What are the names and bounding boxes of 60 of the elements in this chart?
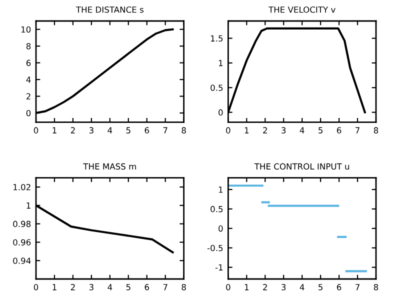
chart-title: THE MASS m [83, 163, 136, 170]
x-tick-label: 4 [300, 127, 304, 134]
y-tick-label: 0.96 [13, 239, 31, 246]
x-tick-label: 1 [244, 284, 249, 290]
y-tick-label: 1.5 [210, 35, 223, 42]
y-tick-label: 1 [26, 202, 30, 209]
y-tick-label: 0 [26, 110, 31, 116]
x-tick-label: 8 [182, 284, 186, 290]
y-tick-label: 6 [26, 60, 31, 66]
y-tick-label: 0 [218, 109, 223, 116]
y-tick-label: 1 [218, 60, 223, 66]
chart-title: THE CONTROL INPUT u [254, 163, 350, 170]
x-tick-label: 3 [282, 127, 286, 134]
y-tick-label: -1 [215, 264, 223, 270]
x-tick-label: 6 [144, 127, 149, 134]
x-tick-label: 6 [144, 284, 149, 290]
y-tick-label: 8 [26, 43, 31, 50]
x-tick-label: 5 [318, 127, 322, 134]
x-tick-label: 7 [163, 127, 168, 134]
x-tick-label: 4 [108, 127, 112, 134]
x-tick-label: 8 [182, 127, 186, 134]
x-tick-label: 1 [52, 127, 56, 134]
x-tick-label: 7 [356, 284, 360, 290]
x-tick-label: 6 [336, 284, 342, 290]
x-tick-label: 8 [374, 127, 378, 134]
x-tick-label: 8 [374, 284, 378, 290]
x-tick-label: 0 [34, 284, 38, 290]
x-tick-label: 4 [108, 284, 112, 290]
x-tick-label: 2 [263, 284, 267, 290]
y-tick-label: 1 [218, 186, 223, 193]
y-tick-label: 0.5 [210, 84, 223, 91]
x-tick-label: 2 [263, 127, 267, 134]
x-tick-label: 6 [336, 127, 342, 134]
y-tick-label: 4 [26, 76, 31, 83]
x-tick-label: 2 [70, 127, 75, 134]
y-tick-label: 1.02 [14, 184, 30, 190]
y-tick-label: 0 [218, 225, 223, 232]
x-tick-label: 5 [126, 284, 130, 290]
x-tick-label: 3 [89, 284, 94, 290]
y-tick-label: 2 [26, 93, 30, 100]
y-tick-label: 0.5 [210, 206, 223, 212]
x-tick-label: 7 [356, 127, 360, 134]
x-tick-label: 0 [226, 284, 230, 290]
x-tick-label: 0 [34, 127, 38, 134]
x-tick-label: 1 [52, 284, 56, 290]
y-tick-label: 0.94 [13, 258, 31, 264]
chart-title: THE VELOCITY v [268, 6, 336, 13]
x-tick-label: 3 [282, 284, 286, 290]
x-tick-label: 2 [70, 284, 75, 290]
x-tick-label: 4 [300, 284, 304, 290]
x-tick-label: 5 [318, 284, 322, 290]
x-tick-label: 7 [163, 284, 168, 290]
x-tick-label: 3 [89, 127, 94, 134]
chart-title: THE DISTANCE s [76, 6, 144, 13]
x-tick-label: 0 [226, 127, 230, 134]
x-tick-label: 1 [244, 127, 249, 134]
y-tick-label: 0.98 [13, 220, 31, 228]
y-tick-label: -0.5 [207, 244, 223, 252]
y-tick-label: 10 [21, 26, 31, 33]
x-tick-label: 5 [126, 127, 130, 134]
